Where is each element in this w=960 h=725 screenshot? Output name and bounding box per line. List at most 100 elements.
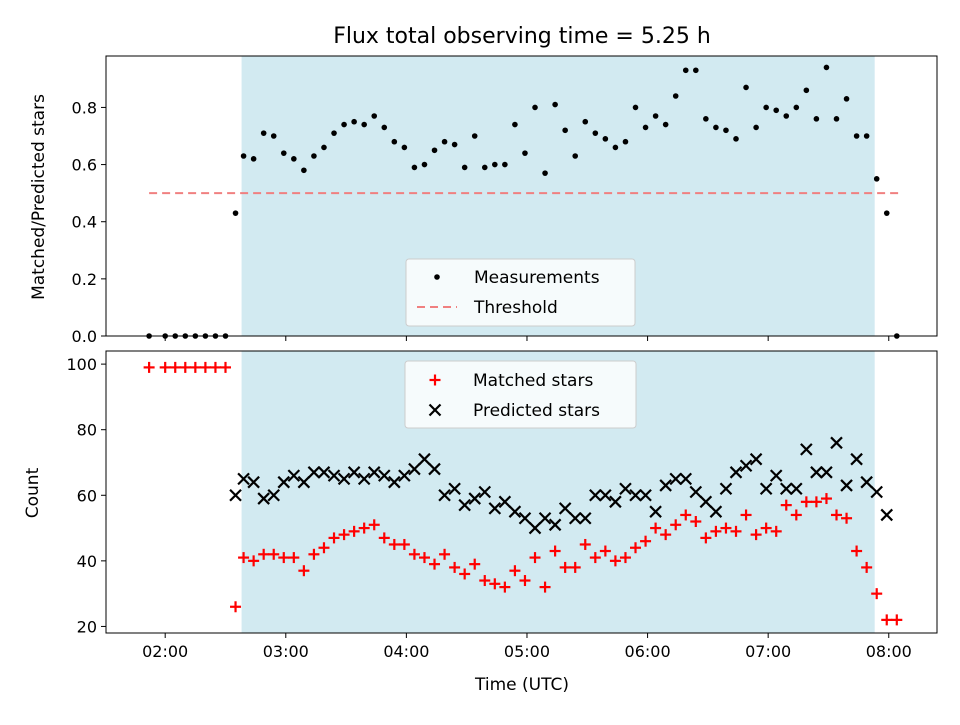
matched-star-point (408, 548, 420, 560)
predicted-star-point (428, 462, 441, 476)
predicted-star-point (709, 505, 723, 518)
matched-star-point (143, 361, 155, 373)
measurement-point (291, 156, 297, 162)
y-tick-label: 80 (77, 421, 97, 440)
matched-star-point (489, 578, 501, 590)
y-tick-label: 0.6 (72, 156, 97, 175)
predicted-star-point (599, 489, 612, 502)
matched-star-point (891, 614, 903, 626)
predicted-star-point (639, 489, 652, 502)
measurement-point (652, 113, 659, 119)
x-tick-label: 02:00 (142, 642, 188, 661)
measurement-point (461, 164, 468, 171)
matched-star-point (499, 581, 511, 593)
predicted-star-point (589, 489, 602, 502)
matched-star-point (209, 361, 221, 373)
chart-title: Flux total observing time = 5.25 h (333, 24, 711, 49)
matched-star-point (569, 561, 581, 573)
predicted-star-point (679, 472, 693, 486)
predicted-star-point (548, 518, 562, 532)
predicted-star-point (800, 443, 813, 456)
measurement-point (492, 161, 498, 168)
measurement-point (391, 138, 398, 145)
legend-label-measurements: Measurements (474, 268, 600, 288)
measurement-point (532, 104, 538, 111)
matched-star-point (539, 581, 551, 593)
predicted-star-point (779, 482, 793, 495)
measurement-point (783, 113, 790, 119)
predicted-star-point (287, 469, 301, 482)
matched-star-point (680, 509, 692, 521)
measurement-point (793, 104, 800, 111)
predicted-star-point (297, 475, 311, 489)
x-tick-label: 08:00 (866, 642, 912, 661)
y-tick-label: 0.8 (72, 98, 97, 117)
measurement-point (401, 144, 408, 151)
measurement-point (232, 210, 239, 216)
matched-star-point (730, 525, 742, 537)
y-tick-label: 40 (77, 552, 97, 571)
matched-star-point (449, 561, 461, 573)
measurement-point (502, 161, 508, 168)
predicted-star-point (739, 459, 753, 473)
matched-star-point (559, 561, 571, 573)
predicted-star-point (257, 492, 270, 505)
measurement-point (803, 87, 810, 94)
x-tick-label: 03:00 (263, 642, 309, 661)
predicted-star-point (237, 472, 250, 486)
matched-star-point (169, 361, 181, 373)
predicted-star-point (367, 466, 381, 479)
matched-star-point (660, 529, 672, 541)
legend-label-threshold: Threshold (473, 298, 558, 318)
matched-star-point (378, 532, 390, 544)
bottom-axes: 02:00 03:00 04:00 05:00 06:00 07:00 08:00 20 40 6… (66, 350, 938, 661)
plot-frame (105, 55, 938, 337)
measurement-point (743, 84, 749, 91)
matched-star-point (439, 548, 451, 560)
matched-star-point (579, 538, 591, 550)
matched-star-point (640, 535, 652, 547)
matched-star-point (800, 496, 812, 508)
matched-star-point (720, 522, 732, 534)
measurement-point (693, 67, 699, 74)
matched-star-point (238, 552, 250, 564)
measurement-point (250, 156, 257, 162)
matched-star-point (881, 614, 893, 626)
matched-star-point (780, 499, 792, 511)
matched-star-point (750, 529, 762, 541)
x-tick-label: 06:00 (625, 642, 671, 661)
measurement-point (381, 124, 388, 131)
measurement-point (753, 124, 759, 131)
legend-matched-marker (429, 374, 441, 386)
matched-star-point (630, 542, 642, 554)
matched-star-point (760, 522, 772, 534)
predicted-star-point (317, 466, 331, 479)
measurement-point (341, 121, 347, 128)
measurement-point (843, 96, 850, 102)
measurement-point (471, 133, 478, 139)
matched-star-point (219, 361, 231, 373)
predicted-star-point (408, 462, 421, 476)
measurement-point (331, 130, 337, 136)
predicted-star-point (538, 511, 552, 525)
predicted-star-point (307, 466, 321, 479)
legend-label-predicted: Predicted stars (473, 401, 600, 421)
measurement-point (481, 164, 488, 171)
matched-star-point (418, 552, 430, 564)
matched-star-point (599, 545, 611, 557)
measurement-point (431, 147, 438, 154)
matched-star-point (368, 519, 380, 531)
matched-star-point (609, 555, 621, 567)
top-axes: 0.0 0.2 0.4 0.6 0.8 (72, 55, 938, 346)
bottom-series-points (143, 361, 903, 626)
measurement-point (612, 144, 619, 151)
measurement-point (451, 141, 458, 148)
predicted-star-point (438, 489, 451, 502)
matched-star-point (529, 552, 541, 564)
matched-star-point (670, 519, 682, 531)
matched-star-point (790, 509, 802, 521)
measurement-point (723, 127, 729, 134)
predicted-star-point (229, 489, 242, 502)
matched-star-point (810, 496, 822, 508)
predicted-star-point (247, 475, 260, 489)
